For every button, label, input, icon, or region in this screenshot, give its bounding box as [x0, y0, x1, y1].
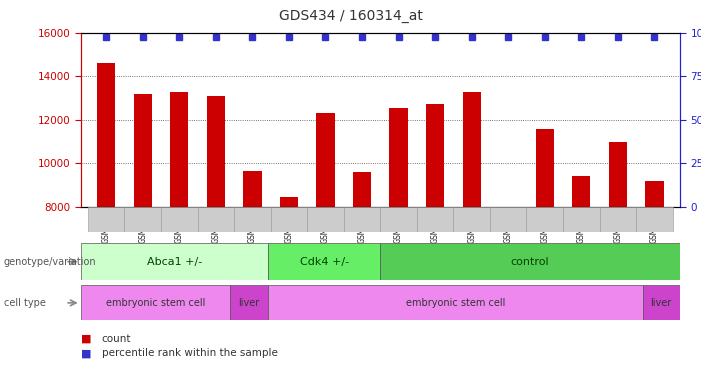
Bar	[454, 207, 490, 232]
Bar	[81, 243, 268, 280]
Bar	[280, 197, 298, 207]
Text: cell type: cell type	[4, 298, 46, 308]
Bar	[231, 285, 268, 320]
Bar	[526, 207, 563, 232]
Bar	[198, 207, 234, 232]
Bar	[268, 285, 643, 320]
Bar	[381, 243, 680, 280]
Text: liver: liver	[651, 298, 672, 308]
Text: ■: ■	[81, 333, 91, 344]
Bar	[268, 243, 381, 280]
Bar	[207, 96, 225, 207]
Bar	[490, 207, 526, 232]
Text: count: count	[102, 333, 131, 344]
Text: percentile rank within the sample: percentile rank within the sample	[102, 348, 278, 358]
Text: Abca1 +/-: Abca1 +/-	[147, 257, 202, 267]
Bar	[563, 207, 599, 232]
Text: control: control	[511, 257, 550, 267]
Bar	[243, 171, 261, 207]
Bar	[608, 142, 627, 207]
Bar	[161, 207, 198, 232]
Bar	[599, 207, 636, 232]
Text: GDS434 / 160314_at: GDS434 / 160314_at	[278, 9, 423, 23]
Text: ■: ■	[81, 348, 91, 358]
Bar	[636, 207, 673, 232]
Text: Cdk4 +/-: Cdk4 +/-	[299, 257, 348, 267]
Bar	[125, 207, 161, 232]
Bar	[88, 207, 125, 232]
Text: genotype/variation: genotype/variation	[4, 257, 96, 267]
Bar	[381, 207, 417, 232]
Bar	[316, 113, 334, 207]
Bar	[645, 181, 664, 207]
Bar	[426, 104, 444, 207]
Text: liver: liver	[238, 298, 260, 308]
Bar	[572, 176, 590, 207]
Bar	[417, 207, 454, 232]
Bar	[81, 285, 231, 320]
Bar	[390, 108, 408, 207]
Bar	[353, 172, 371, 207]
Bar	[170, 92, 189, 207]
Bar	[536, 128, 554, 207]
Text: embryonic stem cell: embryonic stem cell	[405, 298, 505, 308]
Bar	[271, 207, 307, 232]
Bar	[463, 92, 481, 207]
Bar	[343, 207, 381, 232]
Text: embryonic stem cell: embryonic stem cell	[106, 298, 205, 308]
Bar	[643, 285, 680, 320]
Bar	[234, 207, 271, 232]
Bar	[307, 207, 343, 232]
Bar	[97, 63, 116, 207]
Bar	[134, 94, 152, 207]
